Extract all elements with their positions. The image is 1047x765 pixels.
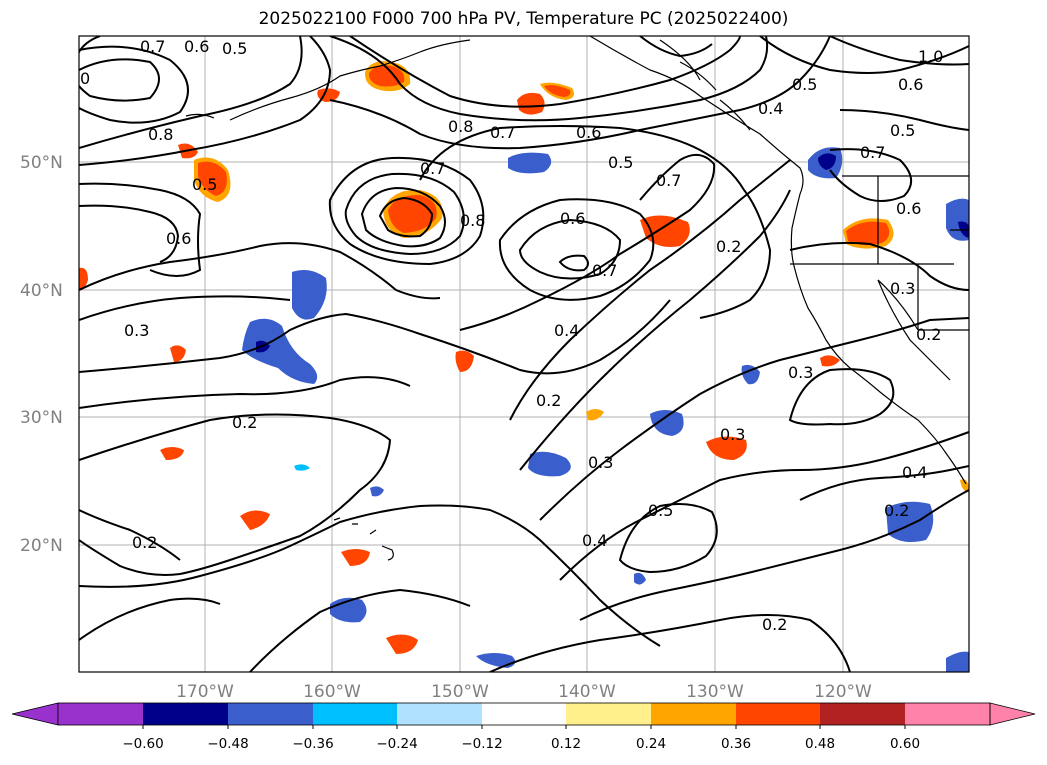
contour-label: 0.8 [448, 117, 473, 136]
lon-label-140w: 140°W [558, 682, 616, 702]
negative-anomaly-patches [242, 147, 969, 672]
colorbar-tick-label: 0.60 [890, 736, 920, 752]
colorbar-tick-label: −0.12 [461, 736, 502, 752]
lat-label-30n: 30°N [20, 408, 63, 428]
contour-label: 0.6 [184, 37, 209, 56]
contour-label: 0.5 [192, 175, 217, 194]
colorbar-extend-right [989, 702, 1036, 726]
contour-label: 0.4 [554, 321, 579, 340]
latitude-labels: 50°N 40°N 30°N 20°N [20, 153, 63, 556]
contour-label: 0.3 [788, 363, 813, 382]
colorbar-tick-label: −0.24 [376, 736, 417, 752]
colorbar-tick-label: 0.48 [805, 736, 835, 752]
contour-label: 0 [80, 69, 90, 88]
contour-label: 0.7 [656, 171, 681, 190]
colorbar-swatch [313, 703, 397, 725]
longitude-labels: 170°W 160°W 150°W 140°W 130°W 120°W [176, 682, 872, 702]
contour-label: 0.2 [536, 391, 561, 410]
colorbar-tick-label: −0.48 [207, 736, 248, 752]
contour-labels: 0.7 0.6 0.5 0 0.8 0.5 0.6 0.8 0.7 0.6 0.… [80, 37, 943, 634]
contour-label: 0.6 [576, 123, 601, 142]
contour-label: 0.2 [762, 615, 787, 634]
positive-anomaly-patches [79, 61, 969, 654]
contour-label: 0.8 [148, 125, 173, 144]
colorbar-tick-label: 0.24 [636, 736, 666, 752]
lat-label-50n: 50°N [20, 153, 63, 173]
colorbar-tick-label: 0.36 [721, 736, 751, 752]
map-frame [78, 35, 970, 673]
contour-label: 0.2 [132, 533, 157, 552]
colorbar-swatch [397, 703, 482, 725]
contour-label: 0.3 [720, 425, 745, 444]
colorbar-swatch [228, 703, 313, 725]
contour-label: 0.3 [588, 453, 613, 472]
colorbar-swatch [482, 703, 566, 725]
contour-label: 1.0 [918, 47, 943, 66]
contour-label: 0.6 [898, 75, 923, 94]
colorbar-swatch [58, 703, 143, 725]
contour-label: 0.2 [232, 413, 257, 432]
lon-label-170w: 170°W [176, 682, 234, 702]
colorbar: −0.60 −0.48 −0.36 −0.24 −0.12 0.12 0.24 … [11, 702, 1036, 752]
contour-label: 0.5 [222, 39, 247, 58]
contour-label: 0.5 [792, 75, 817, 94]
contour-label: 0.7 [860, 143, 885, 162]
colorbar-extend-left [11, 702, 59, 726]
lon-label-160w: 160°W [303, 682, 361, 702]
contour-label: 0.5 [648, 501, 673, 520]
contour-label: 0.3 [124, 321, 149, 340]
colorbar-swatch [566, 703, 651, 725]
contour-label: 0.8 [460, 211, 485, 230]
coastlines [185, 36, 969, 561]
colorbar-tick-label: −0.36 [292, 736, 333, 752]
colorbar-swatch [736, 703, 820, 725]
contour-label: 0.6 [166, 229, 191, 248]
contour-label: 0.4 [902, 463, 927, 482]
colorbar-frame [57, 702, 991, 726]
contour-label: 0.4 [758, 99, 783, 118]
contour-label: 0.5 [890, 121, 915, 140]
contour-label: 0.6 [560, 209, 585, 228]
contour-label: 0.3 [890, 279, 915, 298]
lon-label-150w: 150°W [431, 682, 489, 702]
contour-label: 0.7 [490, 123, 515, 142]
colorbar-tick-label: 0.12 [551, 736, 581, 752]
contour-label: 0.7 [592, 261, 617, 280]
contour-label: 0.6 [896, 199, 921, 218]
contour-label: 0.2 [916, 325, 941, 344]
colorbar-swatch [820, 703, 905, 725]
lat-label-40n: 40°N [20, 281, 63, 301]
contour-label: 0.2 [884, 501, 909, 520]
colorbar-swatch [651, 703, 736, 725]
contour-label: 0.7 [420, 159, 445, 178]
colorbar-swatch [143, 703, 228, 725]
colorbar-tick-label: −0.60 [122, 736, 163, 752]
colorbar-swatch [905, 703, 990, 725]
map-title: 2025022100 F000 700 hPa PV, Temperature … [258, 9, 789, 29]
contour-label: 0.7 [140, 37, 165, 56]
lat-label-20n: 20°N [20, 536, 63, 556]
contour-label: 0.2 [716, 237, 741, 256]
lon-label-120w: 120°W [814, 682, 872, 702]
contour-label: 0.5 [608, 153, 633, 172]
lon-label-130w: 130°W [686, 682, 744, 702]
contour-label: 0.4 [582, 531, 607, 550]
temperature-anomaly-shading [79, 61, 969, 672]
